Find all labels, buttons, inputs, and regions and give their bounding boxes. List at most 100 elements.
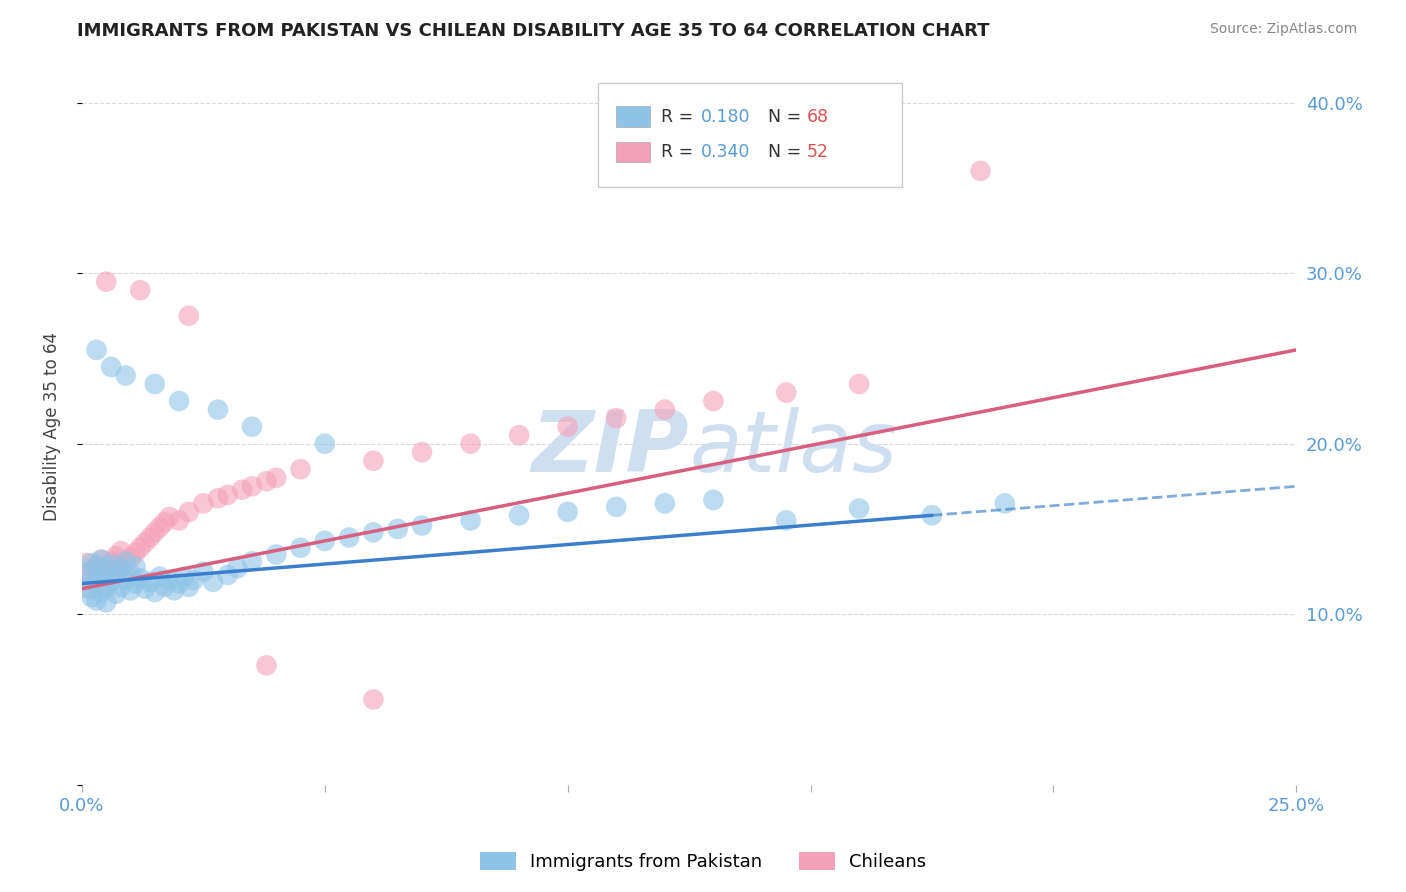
Point xyxy=(143,376,166,391)
Point xyxy=(969,164,991,178)
Legend: Immigrants from Pakistan, Chileans: Immigrants from Pakistan, Chileans xyxy=(472,845,934,879)
Point xyxy=(90,570,112,584)
Point xyxy=(110,561,132,575)
Point xyxy=(848,376,870,391)
Point xyxy=(702,492,724,507)
Point xyxy=(96,595,118,609)
Point xyxy=(110,561,132,575)
Point xyxy=(86,593,108,607)
Point xyxy=(134,582,156,596)
Point xyxy=(100,573,122,587)
Point xyxy=(153,580,176,594)
Point xyxy=(124,576,146,591)
Point xyxy=(86,576,108,591)
Point xyxy=(96,563,118,577)
Point xyxy=(80,573,103,587)
Point xyxy=(104,549,127,564)
Point xyxy=(134,535,156,549)
Text: atlas: atlas xyxy=(689,407,897,490)
Point xyxy=(157,510,180,524)
Point xyxy=(363,454,385,468)
Point xyxy=(86,559,108,574)
Text: N =: N = xyxy=(768,108,807,126)
Text: 68: 68 xyxy=(807,108,830,126)
Text: IMMIGRANTS FROM PAKISTAN VS CHILEAN DISABILITY AGE 35 TO 64 CORRELATION CHART: IMMIGRANTS FROM PAKISTAN VS CHILEAN DISA… xyxy=(77,22,990,40)
Text: R =: R = xyxy=(661,144,699,161)
Point xyxy=(80,582,103,596)
Point xyxy=(557,419,579,434)
Point xyxy=(848,501,870,516)
Point xyxy=(363,525,385,540)
Point xyxy=(90,552,112,566)
Point xyxy=(193,496,215,510)
Point xyxy=(290,541,312,555)
Point xyxy=(96,561,118,575)
Point xyxy=(129,283,152,297)
Point xyxy=(143,585,166,599)
Point xyxy=(149,570,172,584)
Point xyxy=(114,368,136,383)
Point xyxy=(605,411,627,425)
Point xyxy=(120,551,142,566)
Point xyxy=(363,692,385,706)
Point xyxy=(90,570,112,584)
Point xyxy=(139,574,162,589)
Point xyxy=(120,583,142,598)
Point xyxy=(314,436,336,450)
Point xyxy=(240,419,263,434)
Point xyxy=(76,556,98,570)
Point xyxy=(508,508,530,523)
Point xyxy=(96,580,118,594)
FancyBboxPatch shape xyxy=(616,106,650,127)
Point xyxy=(167,394,190,409)
Point xyxy=(80,590,103,604)
Point xyxy=(193,565,215,579)
Y-axis label: Disability Age 35 to 64: Disability Age 35 to 64 xyxy=(44,332,60,521)
Point xyxy=(654,496,676,510)
FancyBboxPatch shape xyxy=(616,143,650,162)
Point xyxy=(921,508,943,523)
Point xyxy=(256,474,278,488)
Point xyxy=(231,483,253,497)
Point xyxy=(290,462,312,476)
Point xyxy=(96,275,118,289)
Point xyxy=(775,513,797,527)
Point xyxy=(460,436,482,450)
Point xyxy=(177,309,200,323)
Point xyxy=(256,658,278,673)
Point xyxy=(240,554,263,568)
Point xyxy=(104,566,127,581)
Point xyxy=(775,385,797,400)
Point xyxy=(100,359,122,374)
Point xyxy=(120,566,142,581)
Text: 0.340: 0.340 xyxy=(702,144,751,161)
Point xyxy=(217,568,239,582)
Text: R =: R = xyxy=(661,108,699,126)
Point xyxy=(183,573,205,587)
Point xyxy=(129,541,152,555)
Point xyxy=(90,585,112,599)
Point xyxy=(96,580,118,594)
Point xyxy=(460,513,482,527)
Point xyxy=(173,570,195,584)
Point xyxy=(143,525,166,540)
Point xyxy=(86,559,108,574)
Text: ZIP: ZIP xyxy=(531,407,689,490)
Text: N =: N = xyxy=(768,144,807,161)
Point xyxy=(157,573,180,587)
Point xyxy=(605,500,627,514)
Point xyxy=(314,533,336,548)
Point xyxy=(149,520,172,534)
Point xyxy=(557,505,579,519)
Point xyxy=(76,582,98,596)
Point xyxy=(100,558,122,572)
Point xyxy=(163,583,186,598)
Point xyxy=(86,343,108,357)
Point xyxy=(100,554,122,568)
Point xyxy=(387,522,409,536)
Point xyxy=(177,505,200,519)
Point xyxy=(76,565,98,579)
Point xyxy=(411,518,433,533)
Point xyxy=(167,576,190,591)
Point xyxy=(508,428,530,442)
